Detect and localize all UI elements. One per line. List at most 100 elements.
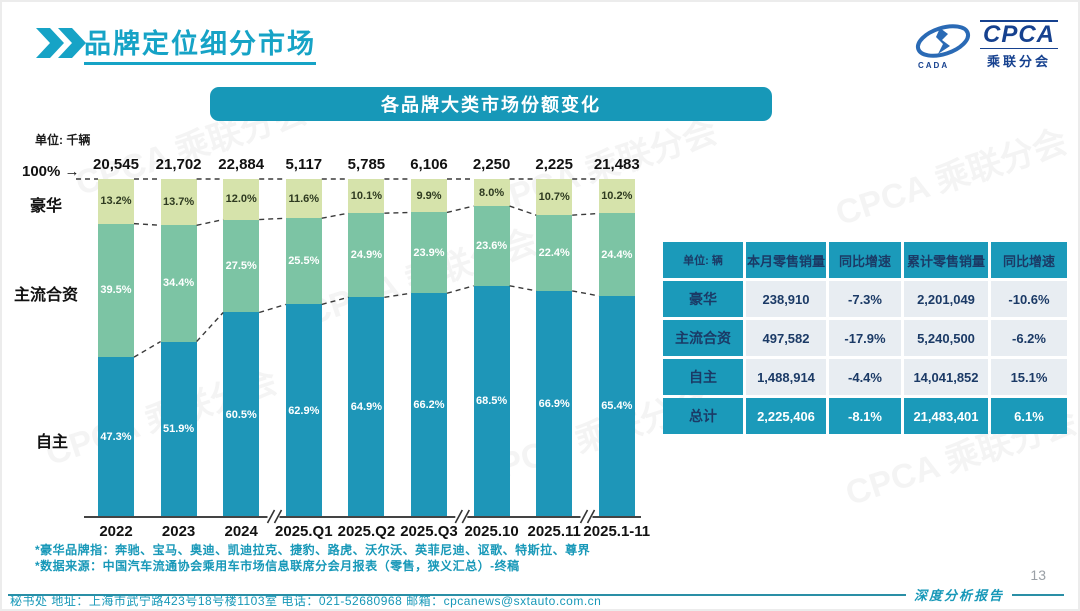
bar-total-label: 20,545 (93, 156, 139, 173)
stacked-bar-2025.Q1: 11.6% 25.5% 62.9% (285, 179, 322, 517)
table-cell: -4.4% (829, 359, 901, 395)
bar-total-label: 6,106 (410, 156, 448, 173)
retail-sales-table: 单位: 辆本月零售销量 同比增速 累计零售销量 同比增速 豪华 238,910 -7.3% 2… (660, 239, 1070, 437)
footer-rule: 深度分析报告 (8, 585, 1064, 604)
stacked-bar-2025.Q3: 9.9% 23.9% 66.2% (411, 179, 447, 517)
bar-total-label: 22,884 (218, 156, 265, 173)
stacked-bar-2022: 13.2% 39.5% 47.3% (98, 179, 134, 517)
footer-rule-left (8, 593, 906, 596)
secretariat-contact: 秘书处 地址：上海市武宁路423号18号楼1103室 电话：021-526809… (10, 594, 602, 608)
table-row: 总计 2,225,406 -8.1% 21,483,401 6.1% (663, 398, 1067, 434)
segment-percent-label: 22.4% (538, 247, 570, 259)
segment-percent-label: 13.2% (100, 195, 132, 208)
segment-自主: 64.9% (348, 297, 385, 517)
segment-豪华: 11.6% (285, 179, 322, 219)
segment-自主: 47.3% (98, 357, 134, 517)
x-axis-label: 2025.Q2 (337, 523, 396, 540)
table-cell: 14,041,852 (904, 359, 988, 395)
table-row: 单位: 辆本月零售销量 同比增速 累计零售销量 同比增速 (663, 242, 1067, 278)
segment-percent-label: 66.9% (538, 397, 570, 410)
segment-percent-label: 62.9% (288, 404, 320, 417)
segment-自主: 51.9% (160, 341, 197, 517)
logo-sub-text: 乘联分会 (986, 54, 1051, 69)
segment-percent-label: 10.1% (350, 190, 382, 203)
cada-caption: CADA (917, 61, 950, 70)
row-label: 自主 (663, 359, 743, 395)
x-axis-label: 2022 (99, 523, 133, 540)
watermark: CPCA 乘联分会 (831, 122, 1072, 234)
column-header: 本月零售销量 (746, 242, 826, 278)
segment-豪华: 10.2% (598, 179, 635, 214)
segment-percent-label: 66.2% (413, 399, 445, 412)
segment-豪华: 12.0% (223, 179, 260, 220)
segment-percent-label: 68.5% (475, 395, 508, 408)
segment-豪华: 13.2% (98, 179, 134, 224)
segment-主流合资: 23.6% (473, 206, 510, 286)
segment-主流合资: 22.4% (536, 215, 573, 291)
logo-brand-text: CPCA (979, 20, 1058, 49)
cpca-swoosh-icon: CADA (912, 20, 974, 70)
double-chevron-icon (34, 28, 86, 58)
table-cell: -17.9% (829, 320, 901, 356)
bar-total-label: 5,117 (285, 156, 323, 173)
segment-percent-label: 23.9% (413, 246, 445, 259)
segment-percent-label: 11.6% (288, 192, 320, 205)
table-cell: 6.1% (991, 398, 1067, 434)
stacked-bar-2024: 12.0% 27.5% 60.5% (223, 179, 260, 517)
chart-title-banner: 各品牌大类市场份额变化 (210, 87, 772, 121)
stacked-bar-2025.1-11: 10.2% 24.4% 65.4% (598, 179, 635, 517)
table-unit-header: 单位: 辆 (663, 242, 743, 278)
segment-percent-label: 65.4% (601, 400, 633, 413)
stacked-bar-2025.11: 10.7% 22.4% 66.9% (536, 179, 573, 517)
segment-豪华: 9.9% (411, 179, 447, 213)
page-title: 品牌定位细分市场 (84, 22, 316, 65)
bar-total-label: 2,250 (472, 156, 511, 173)
stacked-bar-chart: 20,545 13.2% 39.5% 47.3% 2022 21,702 13.7% 34.4… (76, 156, 650, 540)
segment-percent-label: 10.2% (601, 190, 633, 203)
segment-主流合资: 23.9% (411, 212, 447, 294)
segment-percent-label: 51.9% (162, 423, 195, 436)
page-number: 13 (1030, 567, 1046, 583)
segment-豪华: 13.7% (160, 179, 197, 226)
x-axis-label: 2025.1-11 (583, 523, 651, 540)
segment-percent-label: 39.5% (100, 284, 132, 297)
row-label: 豪华 (663, 281, 743, 317)
segment-percent-label: 60.5% (225, 408, 257, 421)
row-label: 总计 (663, 398, 743, 434)
table-row: 主流合资 497,582 -17.9% 5,240,500 -6.2% (663, 320, 1067, 356)
segment-自主: 66.9% (536, 290, 573, 517)
footnote-luxury-brands: *豪华品牌指：奔驰、宝马、奥迪、凯迪拉克、捷豹、路虎、沃尔沃、英菲尼迪、讴歌、特… (35, 543, 591, 557)
segment-豪华: 8.0% (473, 179, 510, 206)
bar-total-label: 5,785 (347, 156, 386, 173)
side-label-mainstream: 主流合资 (14, 287, 79, 304)
segment-percent-label: 9.9% (416, 189, 442, 202)
segment-主流合资: 39.5% (98, 223, 134, 358)
table-cell: 21,483,401 (904, 398, 988, 434)
segment-percent-label: 23.6% (475, 239, 508, 252)
row-label: 主流合资 (663, 320, 743, 356)
x-axis-label: 2024 (224, 523, 258, 540)
segment-percent-label: 8.0% (479, 186, 505, 199)
stacked-bar-2025.10: 8.0% 23.6% 68.5% (473, 179, 510, 517)
report-type-label: 深度分析报告 (913, 589, 1004, 604)
bar-total-label: 2,225 (535, 156, 573, 173)
column-header: 同比增速 (829, 242, 901, 278)
segment-percent-label: 24.4% (601, 248, 633, 261)
segment-自主: 66.2% (411, 293, 447, 517)
table-cell: 1,488,914 (746, 359, 826, 395)
table-cell: 2,201,049 (904, 281, 988, 317)
segment-主流合资: 25.5% (285, 218, 322, 305)
chart-connector-lines (76, 178, 641, 524)
x-axis-label: 2025.10 (464, 523, 519, 540)
x-axis-label: 2025.Q1 (275, 523, 333, 540)
table-cell: -7.3% (829, 281, 901, 317)
segment-percent-label: 34.4% (162, 277, 195, 290)
segment-percent-label: 10.7% (538, 191, 570, 204)
side-label-domestic: 自主 (36, 434, 69, 451)
footer-rule-right (1012, 593, 1064, 596)
segment-豪华: 10.7% (536, 179, 573, 216)
bar-total-label: 21,483 (593, 156, 640, 173)
stacked-bar-2023: 13.7% 34.4% 51.9% (160, 179, 197, 517)
segment-主流合资: 34.4% (160, 225, 197, 342)
segment-豪华: 10.1% (348, 179, 385, 214)
